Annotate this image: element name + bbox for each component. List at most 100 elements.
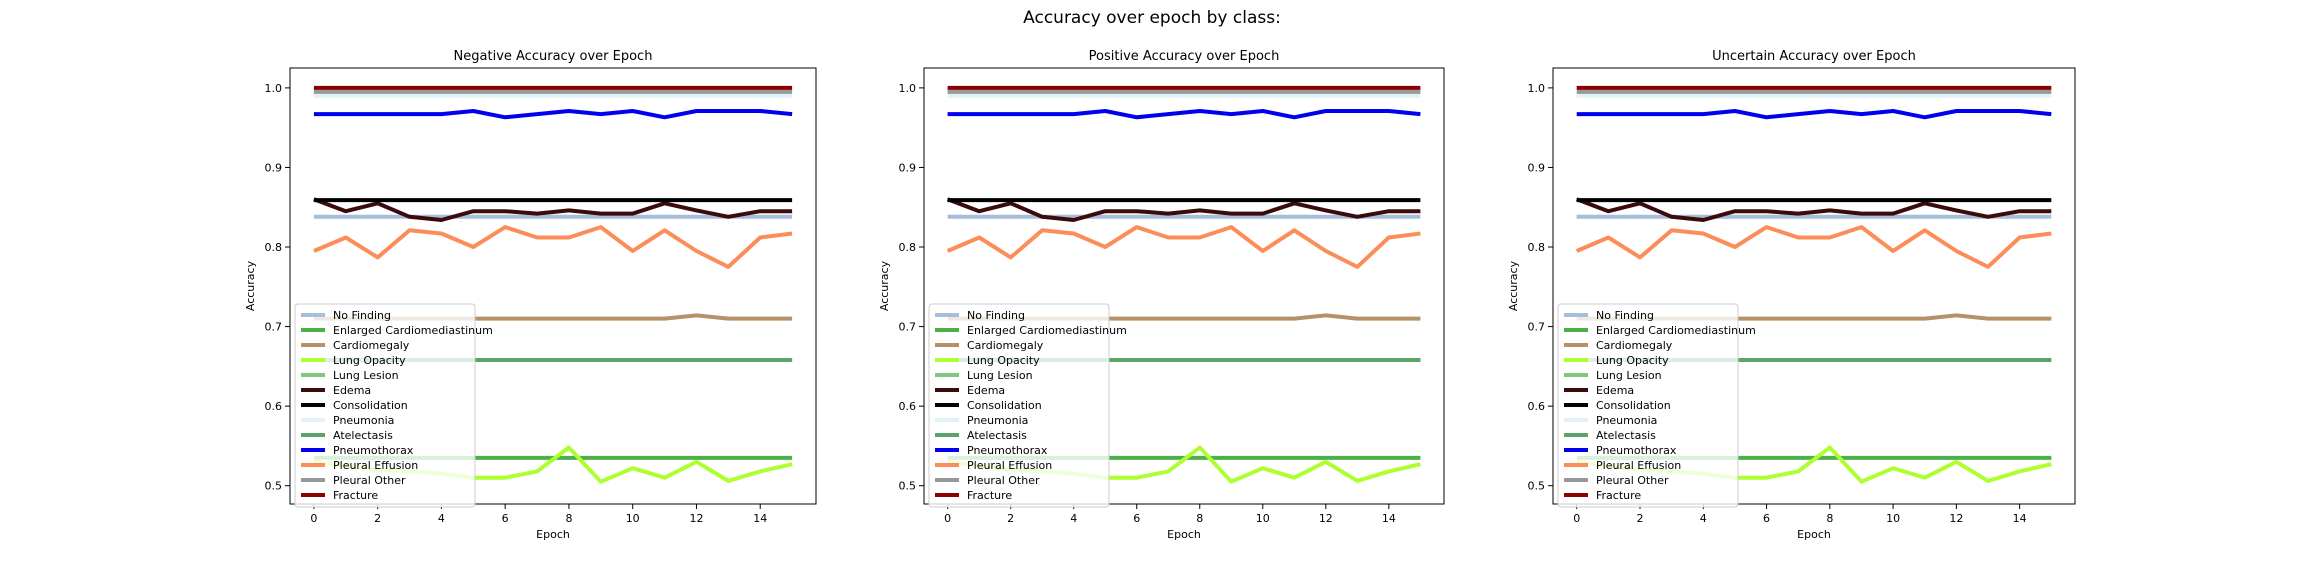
x-axis-label: Epoch bbox=[536, 528, 570, 541]
x-tick-label: 8 bbox=[1196, 512, 1203, 525]
series-line-5 bbox=[313, 197, 793, 222]
legend-entry-10: Pleural Effusion bbox=[967, 459, 1052, 472]
y-axis-label: Accuracy bbox=[244, 260, 257, 311]
x-tick-label: 10 bbox=[1886, 512, 1900, 525]
chart-title: Positive Accuracy over Epoch bbox=[1089, 49, 1280, 64]
y-tick-label: 0.6 bbox=[1528, 400, 1546, 413]
x-tick-label: 8 bbox=[1826, 512, 1833, 525]
legend-entry-10: Pleural Effusion bbox=[1596, 459, 1681, 472]
y-tick-label: 0.6 bbox=[899, 400, 917, 413]
legend-entry-2: Cardiomegaly bbox=[333, 339, 410, 352]
legend-entry-1: Enlarged Cardiomediastinum bbox=[967, 324, 1127, 337]
legend-entry-1: Enlarged Cardiomediastinum bbox=[1596, 324, 1756, 337]
y-axis-label: Accuracy bbox=[1507, 260, 1520, 311]
x-tick-label: 2 bbox=[1637, 512, 1644, 525]
axes-frame bbox=[923, 67, 1445, 505]
y-tick-label: 0.7 bbox=[1528, 321, 1546, 334]
series-line-9 bbox=[947, 109, 1421, 120]
series-line-5 bbox=[946, 197, 1421, 222]
series-group bbox=[946, 85, 1421, 484]
x-tick-label: 4 bbox=[438, 512, 445, 525]
legend-entry-8: Atelectasis bbox=[1596, 429, 1656, 442]
series-line-9 bbox=[1576, 109, 2052, 120]
series-line-10 bbox=[946, 225, 1421, 269]
y-tick-label: 0.9 bbox=[265, 161, 283, 174]
legend-entry-9: Pneumothorax bbox=[967, 444, 1048, 457]
legend: No Finding Enlarged Cardiomediastinum Card… bbox=[1557, 303, 1756, 508]
legend-entry-7: Pneumonia bbox=[333, 414, 394, 427]
legend-entry-9: Pneumothorax bbox=[333, 444, 414, 457]
x-tick-label: 14 bbox=[753, 512, 767, 525]
legend-box bbox=[294, 303, 476, 508]
chart-title: Negative Accuracy over Epoch bbox=[454, 49, 653, 64]
legend-entry-12: Fracture bbox=[333, 489, 378, 502]
legend-entry-6: Consolidation bbox=[333, 399, 408, 412]
y-tick-label: 1.0 bbox=[899, 82, 917, 95]
legend-entry-8: Atelectasis bbox=[967, 429, 1027, 442]
x-tick-label: 0 bbox=[310, 512, 317, 525]
y-tick-label: 0.5 bbox=[1528, 480, 1546, 493]
x-tick-label: 8 bbox=[565, 512, 572, 525]
y-tick-label: 0.7 bbox=[899, 321, 917, 334]
y-tick-label: 0.6 bbox=[265, 400, 283, 413]
legend-entry-2: Cardiomegaly bbox=[967, 339, 1044, 352]
legend-entry-8: Atelectasis bbox=[333, 429, 393, 442]
x-tick-label: 10 bbox=[1256, 512, 1270, 525]
y-tick-label: 0.5 bbox=[265, 480, 283, 493]
legend-entry-7: Pneumonia bbox=[967, 414, 1028, 427]
x-axis-label: Epoch bbox=[1167, 528, 1201, 541]
legend-entry-6: Consolidation bbox=[1596, 399, 1671, 412]
x-tick-label: 14 bbox=[1382, 512, 1396, 525]
legend-entry-3: Lung Opacity bbox=[967, 354, 1040, 367]
legend-entry-5: Edema bbox=[967, 384, 1005, 397]
x-tick-label: 4 bbox=[1700, 512, 1707, 525]
y-tick-label: 0.8 bbox=[1528, 241, 1546, 254]
x-tick-label: 6 bbox=[1133, 512, 1140, 525]
x-tick-label: 6 bbox=[1763, 512, 1770, 525]
x-tick-label: 0 bbox=[944, 512, 951, 525]
legend-entry-0: No Finding bbox=[333, 309, 391, 322]
legend-entry-4: Lung Lesion bbox=[333, 369, 399, 382]
x-tick-label: 12 bbox=[1949, 512, 1963, 525]
legend-entry-5: Edema bbox=[1596, 384, 1634, 397]
legend-entry-12: Fracture bbox=[1596, 489, 1641, 502]
y-tick-label: 0.8 bbox=[899, 241, 917, 254]
legend-box bbox=[928, 303, 1110, 508]
y-tick-label: 0.8 bbox=[265, 241, 283, 254]
y-tick-label: 1.0 bbox=[265, 82, 283, 95]
legend-entry-7: Pneumonia bbox=[1596, 414, 1657, 427]
legend-entry-11: Pleural Other bbox=[967, 474, 1040, 487]
legend-entry-2: Cardiomegaly bbox=[1596, 339, 1673, 352]
x-tick-label: 0 bbox=[1573, 512, 1580, 525]
figure-suptitle: Accuracy over epoch by class: bbox=[1023, 8, 1281, 28]
legend-entry-0: No Finding bbox=[1596, 309, 1654, 322]
x-axis-label: Epoch bbox=[1797, 528, 1831, 541]
axes-frame bbox=[1552, 67, 2076, 505]
legend-entry-1: Enlarged Cardiomediastinum bbox=[333, 324, 493, 337]
series-line-9 bbox=[313, 109, 793, 120]
chart-title: Uncertain Accuracy over Epoch bbox=[1712, 49, 1916, 64]
legend-entry-3: Lung Opacity bbox=[1596, 354, 1669, 367]
x-tick-label: 12 bbox=[1319, 512, 1333, 525]
legend: No Finding Enlarged Cardiomediastinum Card… bbox=[928, 303, 1127, 508]
legend-entry-9: Pneumothorax bbox=[1596, 444, 1677, 457]
legend-entry-4: Lung Lesion bbox=[1596, 369, 1662, 382]
legend-entry-12: Fracture bbox=[967, 489, 1012, 502]
x-tick-label: 6 bbox=[502, 512, 509, 525]
series-line-10 bbox=[313, 225, 793, 269]
y-tick-label: 0.7 bbox=[265, 321, 283, 334]
legend-entry-6: Consolidation bbox=[967, 399, 1042, 412]
x-tick-label: 10 bbox=[626, 512, 640, 525]
legend-entry-11: Pleural Other bbox=[1596, 474, 1669, 487]
x-tick-label: 14 bbox=[2013, 512, 2027, 525]
legend: No Finding Enlarged Cardiomediastinum Card… bbox=[294, 303, 493, 508]
series-line-5 bbox=[1575, 197, 2052, 222]
legend-entry-5: Edema bbox=[333, 384, 371, 397]
x-tick-label: 12 bbox=[689, 512, 703, 525]
y-axis-label: Accuracy bbox=[878, 260, 891, 311]
x-tick-label: 2 bbox=[374, 512, 381, 525]
